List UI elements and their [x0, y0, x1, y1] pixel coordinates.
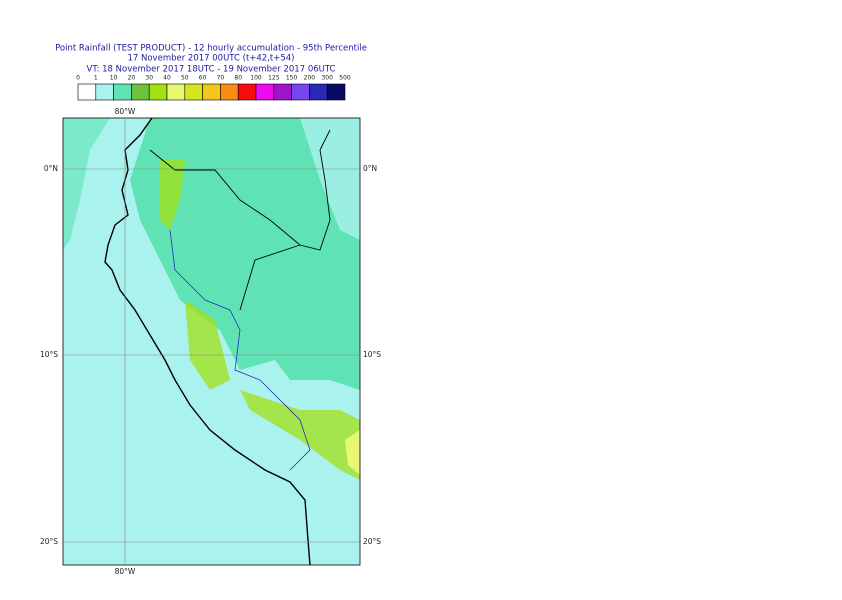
valid-time: VT: 18 November 2017 18UTC - 19 November… — [87, 65, 336, 75]
legend-threshold: 30 — [145, 75, 153, 82]
legend-threshold: 0 — [76, 75, 80, 82]
map — [63, 118, 360, 565]
legend-swatch — [148, 83, 168, 101]
legend-swatch — [166, 83, 186, 101]
legend-threshold: 500 — [339, 75, 351, 82]
regions — [169, 229, 311, 471]
legend-threshold: 10 — [110, 75, 118, 82]
legend-threshold: 20 — [128, 75, 136, 82]
legend-threshold: 300 — [321, 75, 333, 82]
legend-swatch — [184, 83, 203, 101]
legend-threshold: 50 — [181, 75, 189, 82]
legend-swatch — [273, 83, 292, 101]
legend-threshold: 60 — [199, 75, 207, 82]
legend-threshold: 200 — [304, 75, 316, 82]
map-frame — [62, 117, 361, 566]
lat-label: 0°N — [44, 164, 58, 173]
legend-swatch — [255, 83, 275, 101]
legend-swatch — [220, 83, 239, 101]
legend-threshold: 80 — [234, 75, 242, 82]
offshore-rain — [63, 118, 110, 250]
title: Point Rainfall (TEST PRODUCT) - 12 hourl… — [55, 44, 367, 54]
legend-threshold: 70 — [217, 75, 225, 82]
dry-area — [300, 118, 360, 240]
subtitle: 17 November 2017 00UTC (t+42,t+54) — [127, 54, 294, 64]
legend: 0 1 10 20 30 40 50 60 70 80 100 125 150 200 300 500 — [76, 75, 351, 101]
legend-swatch — [113, 83, 132, 101]
legend-swatch — [309, 83, 328, 101]
legend-threshold: 125 — [268, 75, 280, 82]
lat-label: 10°S — [40, 350, 58, 359]
legend-swatch — [77, 83, 97, 101]
legend-threshold: 1 — [94, 75, 98, 82]
legend-swatch — [95, 83, 114, 101]
lat-label: 0°N — [363, 164, 377, 173]
legend-threshold: 150 — [286, 75, 298, 82]
heavy-rain — [160, 160, 360, 480]
legend-threshold: 100 — [250, 75, 262, 82]
legend-swatch — [326, 83, 346, 101]
lat-label: 20°S — [40, 537, 58, 546]
coastline — [104, 118, 311, 565]
rain-area — [130, 118, 360, 390]
lat-label: 10°S — [363, 350, 381, 359]
lon-label: 80°W — [115, 567, 136, 576]
lat-label: 20°S — [363, 537, 381, 546]
legend-swatch — [202, 83, 221, 101]
legend-swatch — [237, 83, 257, 101]
border — [239, 244, 301, 311]
legend-threshold: 40 — [163, 75, 171, 82]
legend-swatch — [291, 83, 310, 101]
peak-rain — [345, 430, 360, 475]
legend-swatch — [131, 83, 150, 101]
lon-label: 80°W — [115, 107, 136, 116]
